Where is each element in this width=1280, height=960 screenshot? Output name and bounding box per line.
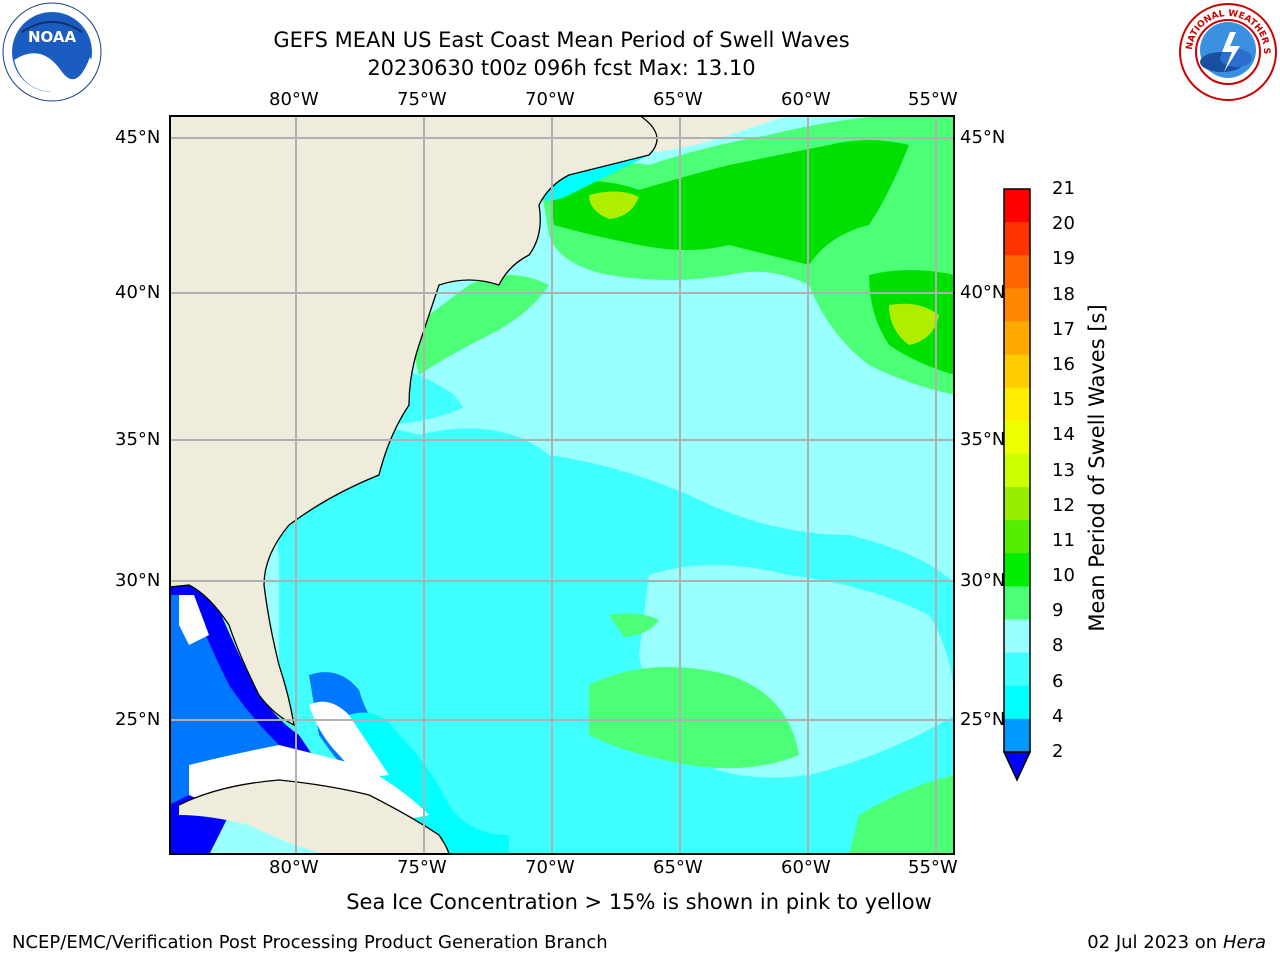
- lon-label-top-65w: 65°W: [653, 89, 703, 110]
- colorbar-segment: [1004, 420, 1030, 455]
- colorbar-segment: [1004, 487, 1030, 521]
- lon-label-top-80w: 80°W: [269, 89, 319, 110]
- lon-label-top-55w: 55°W: [908, 89, 958, 110]
- footer-machine: Hera: [1222, 932, 1266, 953]
- swell-region-yellow-green2: [589, 191, 639, 219]
- lat-label-right-30n: 30°N: [960, 570, 1006, 591]
- colorbar-tick-label: 13: [1052, 459, 1075, 481]
- colorbar-segment: [1004, 652, 1030, 687]
- lon-label-top-70w: 70°W: [525, 89, 575, 110]
- colorbar-label: Mean Period of Swell Waves [s]: [1085, 304, 1109, 632]
- noaa-logo-text: NOAA: [28, 28, 77, 46]
- lon-label-bottom-55w: 55°W: [908, 857, 958, 878]
- land-cuba: [179, 780, 449, 855]
- colorbar-tick-label: 11: [1052, 529, 1075, 551]
- colorbar-tick-label: 14: [1052, 424, 1075, 446]
- lat-label-left-25n: 25°N: [115, 709, 161, 730]
- lon-label-top-75w: 75°W: [397, 89, 447, 110]
- noaa-logo: NOAA: [2, 2, 102, 102]
- lat-label-right-45n: 45°N: [960, 127, 1006, 148]
- lat-label-right-25n: 25°N: [960, 709, 1006, 730]
- colorbar-segment: [1004, 189, 1030, 223]
- swell-region-green-patch: [609, 613, 659, 637]
- colorbar-tick-label: 6: [1052, 670, 1064, 692]
- colorbar-segment: [1004, 586, 1030, 621]
- colorbar-tick-label: 17: [1052, 318, 1075, 340]
- swell-region-green-south: [589, 667, 799, 769]
- lat-label-left-45n: 45°N: [115, 127, 161, 148]
- colorbar-segment: [1004, 321, 1030, 356]
- map-title: GEFS MEAN US East Coast Mean Period of S…: [273, 28, 850, 52]
- land-canada: [639, 115, 789, 152]
- footer-date: 02 Jul 2023 on Hera: [1087, 932, 1266, 953]
- colorbar-segment: [1004, 222, 1030, 256]
- colorbar-extend-arrow: [1002, 751, 1032, 782]
- nws-logo: NATIONAL WEATHER SERVICE: [1175, 0, 1278, 102]
- colorbar-segment: [1004, 553, 1030, 587]
- swell-region-yellow-green: [889, 303, 939, 345]
- colorbar-segment: [1004, 520, 1030, 554]
- colorbar-tick-label: 15: [1052, 389, 1075, 411]
- lon-label-bottom-75w: 75°W: [397, 857, 447, 878]
- colorbar-tick-label: 18: [1052, 283, 1075, 305]
- lon-label-bottom-65w: 65°W: [653, 857, 703, 878]
- lon-label-top-60w: 60°W: [781, 89, 831, 110]
- sea-ice-caption: Sea Ice Concentration > 15% is shown in …: [346, 890, 932, 914]
- swell-region-lightblue: [439, 348, 809, 469]
- map-subtitle: 20230630 t00z 096h fcst Max: 13.10: [367, 56, 756, 80]
- colorbar-segment: [1004, 718, 1030, 753]
- swell-region-green-coast: [415, 275, 549, 375]
- footer-credit: NCEP/EMC/Verification Post Processing Pr…: [12, 932, 608, 953]
- footer-date-text: 02 Jul 2023 on: [1087, 932, 1223, 953]
- lon-label-bottom-70w: 70°W: [525, 857, 575, 878]
- map-frame: [169, 115, 955, 855]
- lat-label-right-35n: 35°N: [960, 429, 1006, 450]
- colorbar-segment: [1004, 288, 1030, 322]
- lat-label-left-30n: 30°N: [115, 570, 161, 591]
- colorbar-segment: [1004, 453, 1030, 488]
- colorbar-segment: [1004, 387, 1030, 422]
- colorbar-tick-label: 19: [1052, 248, 1075, 270]
- colorbar: [1002, 188, 1032, 782]
- colorbar-segments: [1004, 189, 1030, 753]
- colorbar-tick-label: 4: [1052, 705, 1064, 727]
- swell-period-map: [169, 115, 955, 855]
- lat-label-left-40n: 40°N: [115, 282, 161, 303]
- lat-label-left-35n: 35°N: [115, 429, 161, 450]
- lat-label-right-40n: 40°N: [960, 282, 1006, 303]
- colorbar-tick-label: 8: [1052, 635, 1064, 657]
- coastline: [169, 115, 658, 727]
- colorbar-segment: [1004, 619, 1030, 654]
- swell-region-bright-green: [549, 140, 909, 265]
- colorbar-frame: [1003, 188, 1031, 753]
- lon-label-bottom-60w: 60°W: [781, 857, 831, 878]
- colorbar-segment: [1004, 255, 1030, 289]
- colorbar-segment: [1004, 685, 1030, 720]
- colorbar-tick-label: 12: [1052, 494, 1075, 516]
- colorbar-segment: [1004, 354, 1030, 389]
- coastline-cuba: [178, 779, 450, 855]
- swell-region-white-gulf: [179, 595, 209, 645]
- colorbar-tick-label: 20: [1052, 213, 1075, 235]
- colorbar-tick-label: 9: [1052, 600, 1064, 622]
- colorbar-tick-label: 21: [1052, 178, 1075, 199]
- colorbar-tick-label: 16: [1052, 353, 1075, 375]
- lon-label-bottom-80w: 80°W: [269, 857, 319, 878]
- map-gridlines: [169, 115, 955, 855]
- colorbar-tick-label: 10: [1052, 565, 1075, 587]
- land-us-east-coast: [169, 115, 657, 725]
- swell-region-green-se: [849, 775, 955, 855]
- colorbar-tick-label: 2: [1052, 741, 1064, 762]
